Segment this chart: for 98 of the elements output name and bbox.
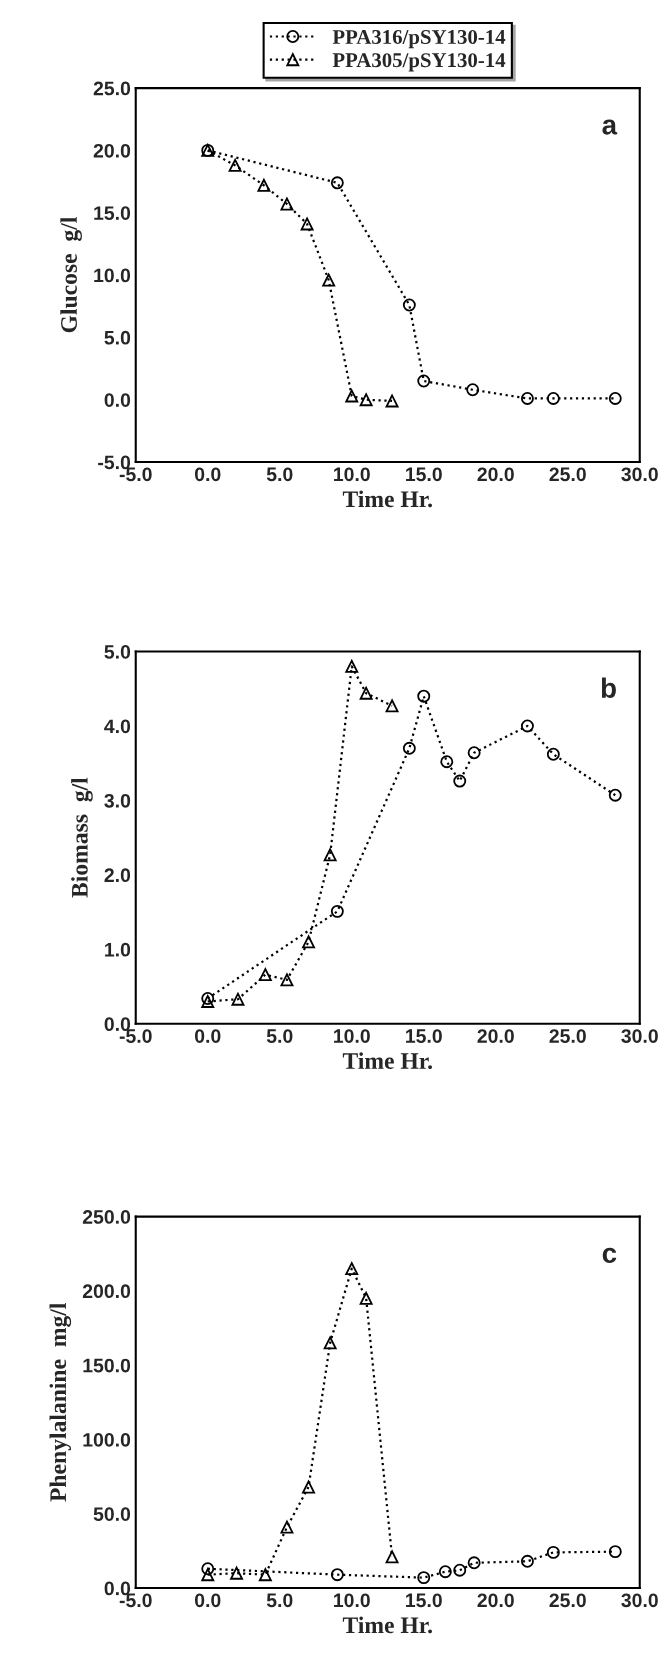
y-tick-label: 50.0 — [93, 1507, 131, 1521]
x-tick-label: 30.0 — [621, 1593, 658, 1608]
y-tick-label: 20.0 — [93, 143, 131, 158]
point — [546, 392, 560, 405]
point — [402, 298, 416, 312]
x-tick-label: 15.0 — [406, 1593, 442, 1608]
point — [300, 217, 314, 231]
point — [228, 158, 242, 172]
point — [520, 1554, 534, 1568]
y-tick-label: 2.0 — [104, 868, 131, 883]
point — [453, 774, 467, 788]
y-tick-label: 150.0 — [83, 1358, 131, 1373]
legend-label: PPA305/pSY130-14 — [332, 53, 506, 72]
y-tick-label: 3.0 — [104, 793, 131, 808]
point — [453, 1563, 467, 1577]
point — [258, 1568, 272, 1582]
point — [330, 904, 344, 918]
x-tick-label: 30.0 — [621, 467, 658, 482]
point — [440, 755, 454, 769]
x-tick-label: 0.0 — [195, 1593, 221, 1608]
point — [230, 1566, 244, 1580]
x-tick-label: 20.0 — [477, 1029, 514, 1043]
y-tick-label: 15.0 — [94, 206, 131, 220]
x-tick-label: 25.0 — [549, 1029, 586, 1043]
point — [257, 178, 271, 192]
x-tick-label: 10.0 — [334, 1593, 370, 1608]
x-tick-label: 15.0 — [406, 1029, 442, 1043]
x-tick-label: 10.0 — [334, 467, 370, 482]
x-tick-label: 0.0 — [195, 467, 221, 482]
x-tick-label: 20.0 — [477, 467, 514, 482]
x-tick-label: 25.0 — [549, 1593, 586, 1608]
point — [385, 394, 399, 408]
point — [302, 1480, 316, 1494]
point — [280, 973, 294, 987]
point — [345, 659, 359, 673]
point — [467, 746, 481, 760]
point — [385, 699, 399, 713]
point — [322, 273, 336, 287]
x-tick-label: 25.0 — [549, 467, 586, 482]
y-tick-label: 10.0 — [94, 268, 131, 283]
point — [359, 1291, 373, 1305]
point — [345, 1262, 359, 1276]
x-axis-title: Time Hr. — [342, 1616, 432, 1634]
x-tick-label: 5.0 — [266, 1029, 293, 1043]
x-axis-title: Time Hr. — [342, 490, 432, 508]
point — [345, 389, 359, 403]
point — [385, 1550, 399, 1564]
point — [417, 374, 431, 388]
point — [280, 1520, 294, 1534]
x-tick-label: 10.0 — [334, 1029, 370, 1043]
point — [608, 1545, 622, 1559]
point — [201, 1562, 215, 1576]
point — [302, 935, 316, 949]
point — [417, 689, 431, 703]
x-tick-label: 30.0 — [621, 1029, 658, 1043]
point — [546, 747, 560, 761]
point — [359, 393, 373, 407]
point — [520, 719, 534, 733]
x-tick-label: 15.0 — [406, 467, 442, 482]
y-axis-title: Biomass g/l — [71, 777, 93, 898]
point — [402, 741, 416, 755]
y-tick-label: 200.0 — [82, 1284, 131, 1299]
y-axis-title: Phenylalanine mg/l — [49, 1303, 72, 1502]
y-tick-label: 5.0 — [104, 644, 131, 659]
y-tick-label: 25.0 — [93, 81, 131, 96]
y-axis-title: Glucose g/l — [60, 217, 82, 333]
point — [231, 992, 245, 1006]
point — [330, 176, 344, 190]
point — [608, 788, 622, 802]
point — [359, 686, 373, 700]
y-tick-label: 0.0 — [104, 393, 131, 407]
x-tick-label: 5.0 — [266, 1593, 293, 1608]
annotation: a — [602, 119, 618, 135]
y-tick-label: 100.0 — [83, 1432, 131, 1447]
point — [201, 1568, 215, 1582]
point — [546, 1545, 560, 1559]
y-tick-label: 250.0 — [82, 1210, 131, 1224]
point — [467, 1556, 481, 1570]
point — [608, 392, 622, 405]
y-tick-label: 4.0 — [104, 719, 131, 734]
point — [258, 968, 272, 982]
point — [330, 1568, 344, 1582]
point — [323, 848, 337, 862]
point — [466, 383, 480, 397]
y-tick-label: 1.0 — [105, 942, 131, 957]
annotation: b — [601, 677, 616, 698]
x-axis-title: Time Hr. — [342, 1052, 432, 1070]
x-tick-label: 20.0 — [477, 1593, 514, 1608]
y-tick-label: 5.0 — [104, 330, 131, 345]
x-tick-label: 5.0 — [266, 467, 293, 482]
point — [438, 1565, 452, 1579]
point — [323, 1336, 337, 1350]
legend-label: PPA316/pSY130-14 — [332, 29, 506, 49]
x-tick-label: 0.0 — [195, 1029, 221, 1043]
point — [280, 197, 294, 211]
annotation: c — [602, 1247, 617, 1263]
point — [417, 1571, 431, 1585]
point — [520, 392, 534, 405]
